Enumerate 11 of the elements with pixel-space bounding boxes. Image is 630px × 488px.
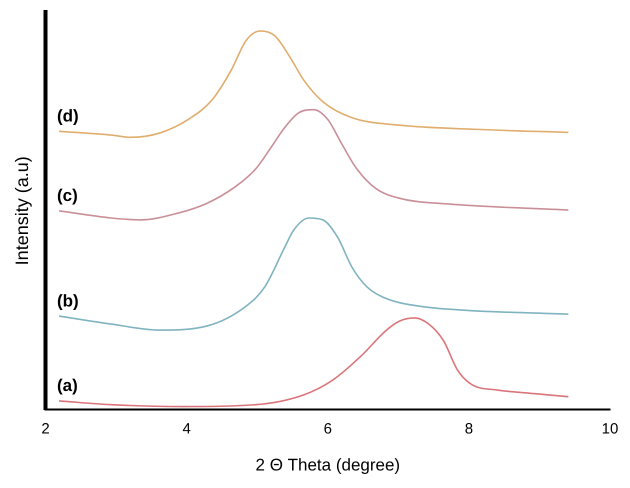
x-tick-label: 4 (182, 420, 191, 438)
series-label: (b) (57, 291, 79, 310)
series-label: (a) (57, 376, 78, 396)
x-tick-label: 8 (464, 420, 474, 438)
y-axis-title: Intensity (a.u) (12, 156, 32, 266)
series-label: (c) (57, 186, 78, 205)
x-tick-label: 2 (41, 420, 50, 438)
series-label: (d) (57, 106, 79, 126)
x-axis-title: 2 Θ Theta (degree) (256, 455, 400, 474)
x-tick-label: 10 (602, 420, 618, 438)
x-tick-label: 6 (324, 420, 332, 438)
